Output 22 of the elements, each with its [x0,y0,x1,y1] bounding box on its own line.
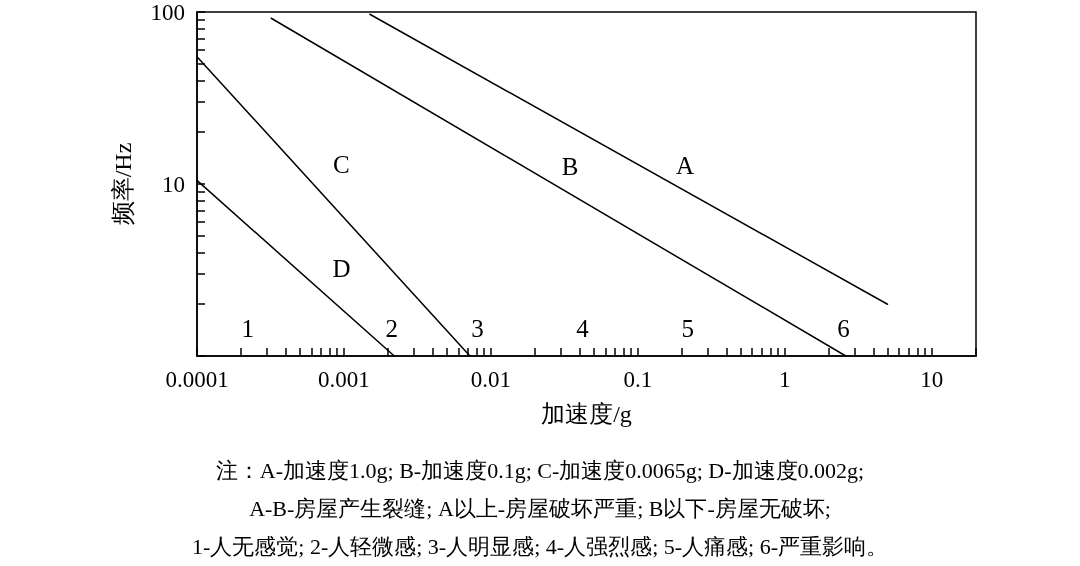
annotation: 6 [837,314,850,342]
x-tick-label: 0.01 [470,367,512,392]
x-axis-title: 加速度/g [541,401,632,427]
series-label: C [332,150,350,178]
text: 注：A-加速度1.0g; B-加速度0.1g; C-加速度0.0065g; D-加速度0.002g; [215,457,865,483]
x-tick-label: 1 [779,367,791,392]
annotation: 2 [385,314,398,342]
y-tick-label: 100 [150,0,185,25]
annotation: 4 [576,314,590,342]
x-tick-label: 0.0001 [165,367,229,392]
annotation: 5 [681,314,695,342]
annotation: 3 [471,314,484,342]
series-label: A [676,151,695,179]
x-tick-label: 10 [920,367,944,392]
x-tick-label: 0.1 [623,367,653,392]
text: 1-人无感觉; 2-人轻微感; 3-人明显感; 4-人强烈感; 5-人痛感; 6-严重影响。 [191,533,889,559]
series-label: B [561,153,579,181]
annotation: 1 [241,314,254,342]
text: A-B-房屋产生裂缝; A以上-房屋破坏严重; B以下-房屋无破坏; [249,495,831,521]
y-axis-title: 频率/Hz [110,142,136,226]
x-tick-label: 0.001 [318,367,370,392]
series-label: D [332,254,351,282]
